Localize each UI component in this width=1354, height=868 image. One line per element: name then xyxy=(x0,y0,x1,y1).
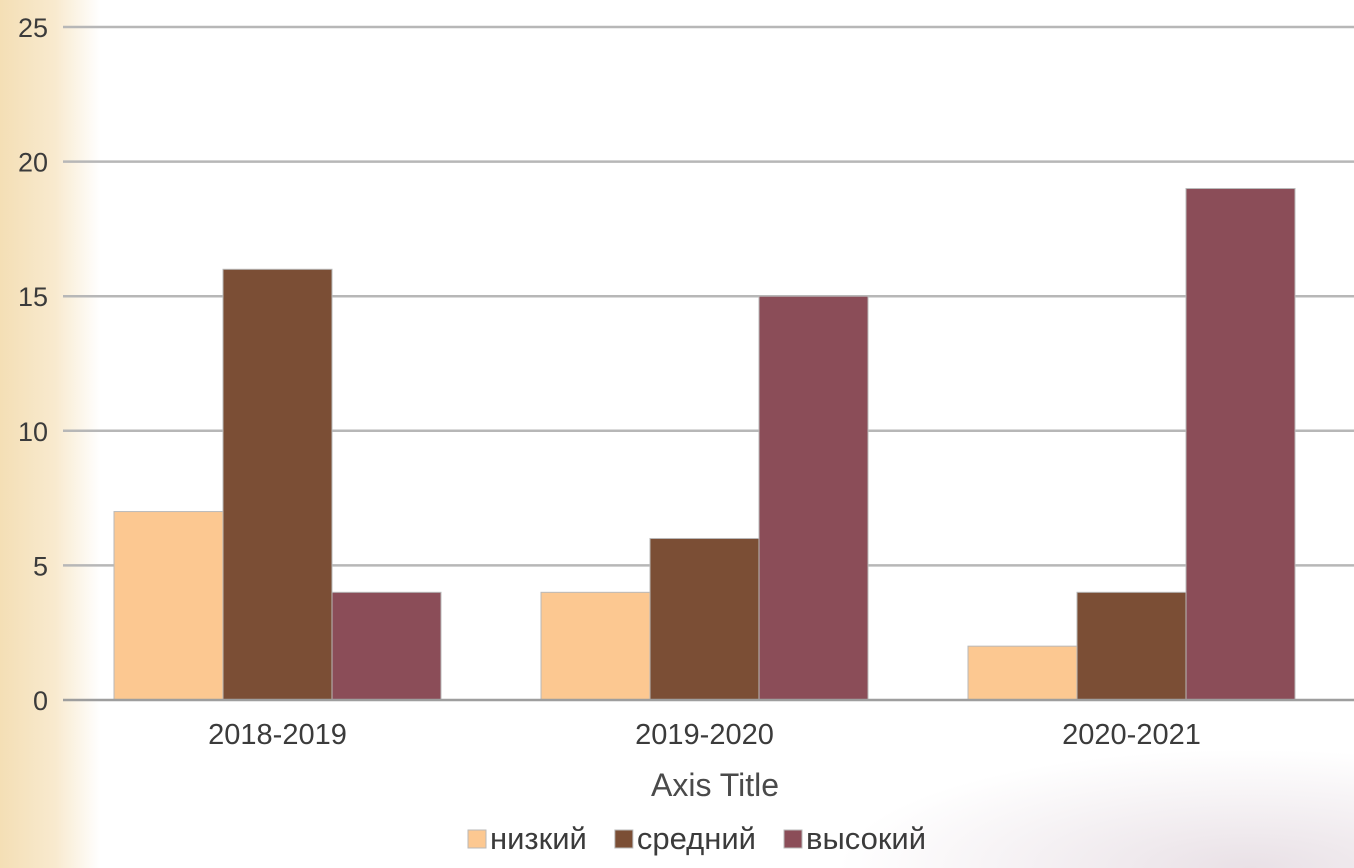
background-decoration xyxy=(834,748,1354,868)
legend-label: средний xyxy=(637,821,756,856)
bar-высокий-2020-2021 xyxy=(1185,188,1296,701)
bar-низкий-2020-2021 xyxy=(967,645,1078,701)
legend-label: высокий xyxy=(806,821,926,856)
y-tick-label: 5 xyxy=(33,551,48,581)
bars xyxy=(113,188,1296,701)
x-tick-label: 2018-2019 xyxy=(208,719,347,751)
legend: низкий средний высокий xyxy=(467,821,926,856)
y-tick-label: 10 xyxy=(18,417,48,447)
bar-средний-2018-2019 xyxy=(222,268,333,701)
y-tick-label: 20 xyxy=(18,148,48,178)
bar-средний-2019-2020 xyxy=(649,537,760,701)
y-tick-label: 15 xyxy=(18,282,48,312)
legend-swatch xyxy=(614,829,634,849)
bar-средний-2020-2021 xyxy=(1076,591,1187,701)
y-tick-label: 0 xyxy=(33,686,48,716)
y-axis-ticks: 0 5 10 15 20 25 xyxy=(18,13,48,716)
background-gradient-left xyxy=(0,0,100,868)
bar-низкий-2019-2020 xyxy=(540,591,651,701)
bar-высокий-2018-2019 xyxy=(331,591,442,701)
legend-swatch xyxy=(467,829,487,849)
x-tick-label: 2019-2020 xyxy=(635,719,774,751)
x-tick-label: 2020-2021 xyxy=(1062,719,1201,751)
x-axis-ticks: 2018-2019 2019-2020 2020-2021 xyxy=(208,719,1201,751)
bar-низкий-2018-2019 xyxy=(113,511,224,701)
legend-swatch xyxy=(783,829,803,849)
y-tick-label: 25 xyxy=(18,13,48,43)
bar-высокий-2019-2020 xyxy=(758,295,869,701)
legend-label: низкий xyxy=(490,821,587,856)
x-axis-title: Axis Title xyxy=(651,767,779,803)
